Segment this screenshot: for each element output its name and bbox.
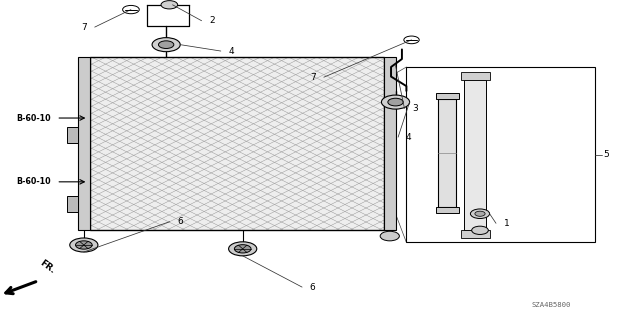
- Circle shape: [228, 242, 257, 256]
- Text: 7: 7: [81, 23, 87, 32]
- Text: 1: 1: [504, 219, 509, 228]
- Bar: [436, 207, 459, 213]
- Circle shape: [159, 41, 174, 48]
- Bar: [90, 57, 384, 230]
- Text: 3: 3: [412, 104, 418, 113]
- Bar: [406, 67, 595, 242]
- Bar: [464, 80, 486, 230]
- Circle shape: [76, 241, 92, 249]
- Bar: [67, 196, 78, 212]
- Text: 7: 7: [310, 73, 316, 82]
- Text: 4: 4: [406, 133, 412, 142]
- Bar: [438, 99, 456, 207]
- Text: B-60-10: B-60-10: [16, 177, 51, 186]
- Bar: [90, 57, 384, 230]
- Circle shape: [381, 95, 410, 109]
- Circle shape: [234, 245, 251, 253]
- Bar: [78, 57, 90, 230]
- Text: B-60-10: B-60-10: [16, 114, 51, 122]
- Bar: [67, 127, 78, 143]
- Circle shape: [475, 211, 485, 216]
- Circle shape: [404, 36, 419, 44]
- Bar: [90, 57, 384, 230]
- Circle shape: [161, 1, 178, 9]
- Bar: [384, 57, 396, 230]
- Text: 6: 6: [310, 283, 316, 292]
- Circle shape: [472, 226, 488, 234]
- Bar: [461, 230, 490, 238]
- Text: 6: 6: [177, 217, 183, 226]
- Circle shape: [388, 98, 403, 106]
- Text: 2: 2: [209, 16, 215, 25]
- Circle shape: [470, 209, 490, 219]
- Circle shape: [152, 38, 180, 52]
- Bar: [436, 93, 459, 99]
- Text: SZA4B5800: SZA4B5800: [531, 302, 571, 308]
- Text: 5: 5: [603, 150, 609, 159]
- Circle shape: [70, 238, 98, 252]
- Circle shape: [380, 231, 399, 241]
- Text: 4: 4: [228, 47, 234, 56]
- Circle shape: [123, 5, 140, 14]
- Text: FR.: FR.: [38, 258, 57, 275]
- Bar: [461, 72, 490, 80]
